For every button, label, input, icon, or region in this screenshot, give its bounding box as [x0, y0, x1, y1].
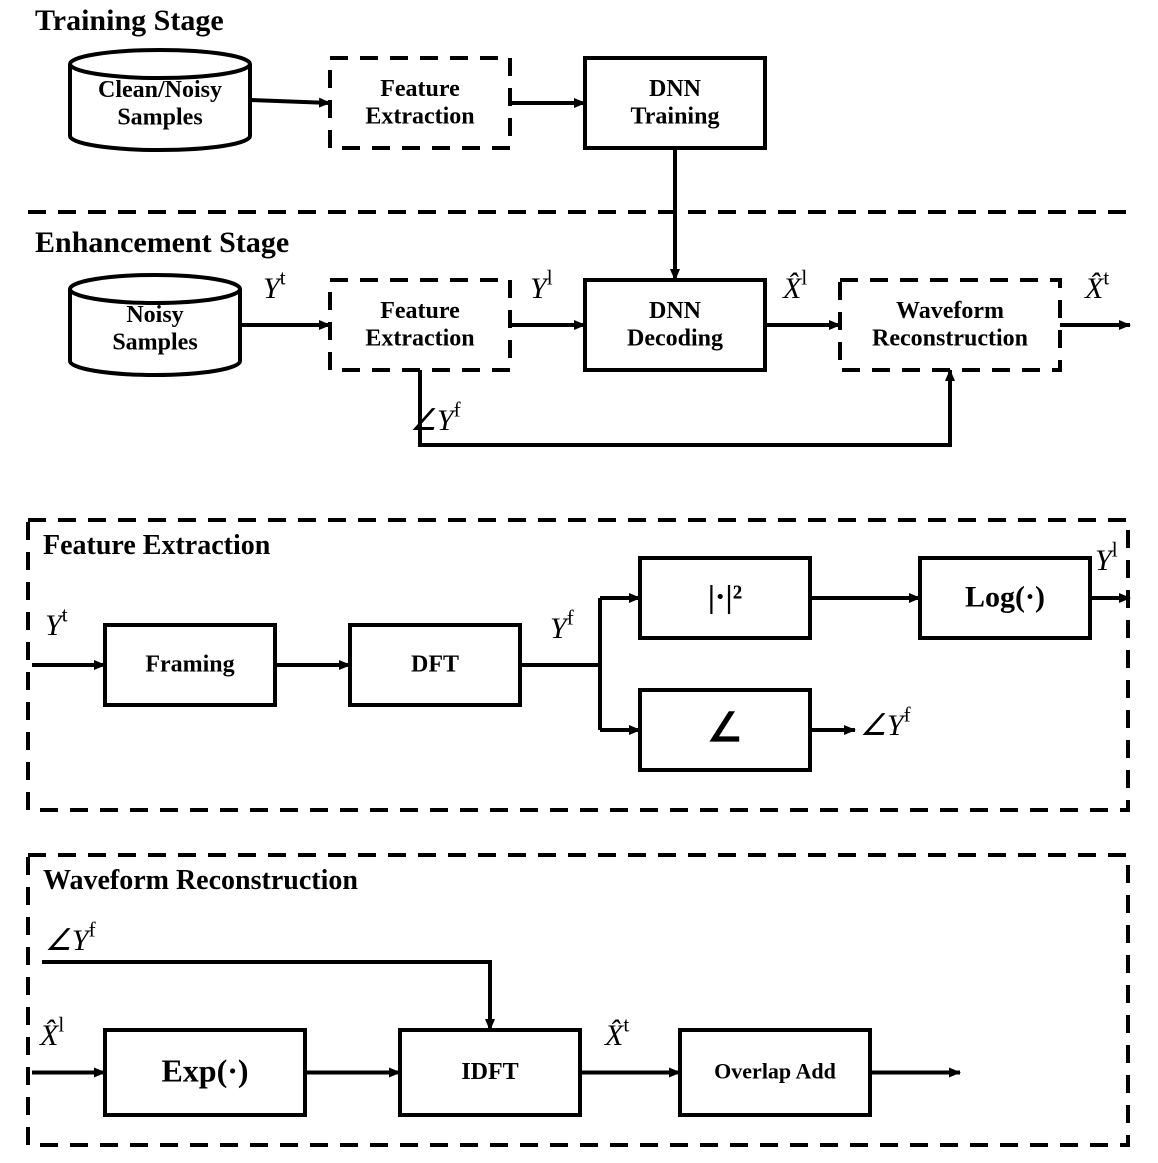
svg-text:Framing: Framing: [145, 652, 234, 678]
svg-text:Feature: Feature: [380, 76, 460, 102]
svg-text:Noisy: Noisy: [126, 302, 183, 328]
svg-text:Clean/Noisy: Clean/Noisy: [98, 77, 222, 103]
svg-text:X̂l: X̂l: [39, 1013, 64, 1053]
svg-text:Decoding: Decoding: [627, 325, 723, 351]
svg-text:Reconstruction: Reconstruction: [872, 325, 1028, 351]
svg-text:DNN: DNN: [649, 76, 702, 102]
svg-text:Yl: Yl: [530, 266, 553, 306]
svg-text:X̂t: X̂t: [604, 1013, 629, 1053]
svg-text:Overlap Add: Overlap Add: [714, 1059, 836, 1084]
svg-text:∠Yf: ∠Yf: [860, 703, 911, 743]
svg-text:|·|²: |·|²: [708, 578, 742, 614]
svg-text:∠Yf: ∠Yf: [45, 918, 96, 958]
svg-text:X̂l: X̂l: [782, 266, 807, 306]
svg-text:Enhancement Stage: Enhancement Stage: [35, 226, 289, 259]
svg-text:Feature: Feature: [380, 298, 460, 324]
svg-text:∠Yf: ∠Yf: [410, 398, 461, 438]
svg-text:Samples: Samples: [117, 104, 202, 130]
svg-text:Yl: Yl: [1095, 538, 1118, 578]
svg-text:Yf: Yf: [550, 606, 574, 646]
svg-text:Samples: Samples: [112, 329, 197, 355]
svg-text:Extraction: Extraction: [365, 103, 474, 129]
svg-text:Waveform Reconstruction: Waveform Reconstruction: [43, 865, 358, 896]
diagram-canvas: Training StageClean/NoisySamplesFeatureE…: [0, 0, 1158, 1163]
svg-text:Waveform: Waveform: [896, 298, 1004, 324]
svg-text:Training: Training: [631, 103, 720, 129]
svg-text:Extraction: Extraction: [365, 325, 474, 351]
svg-text:X̂t: X̂t: [1084, 266, 1109, 306]
svg-text:Exp(·): Exp(·): [161, 1052, 248, 1088]
svg-text:Log(·): Log(·): [965, 580, 1045, 613]
svg-text:Yt: Yt: [45, 603, 68, 643]
svg-text:DFT: DFT: [411, 652, 459, 678]
svg-text:IDFT: IDFT: [461, 1059, 518, 1085]
svg-text:∠: ∠: [707, 705, 743, 750]
svg-text:Training Stage: Training Stage: [35, 4, 224, 37]
svg-text:Feature Extraction: Feature Extraction: [43, 530, 271, 561]
svg-text:DNN: DNN: [649, 298, 702, 324]
svg-text:Yt: Yt: [263, 266, 286, 306]
